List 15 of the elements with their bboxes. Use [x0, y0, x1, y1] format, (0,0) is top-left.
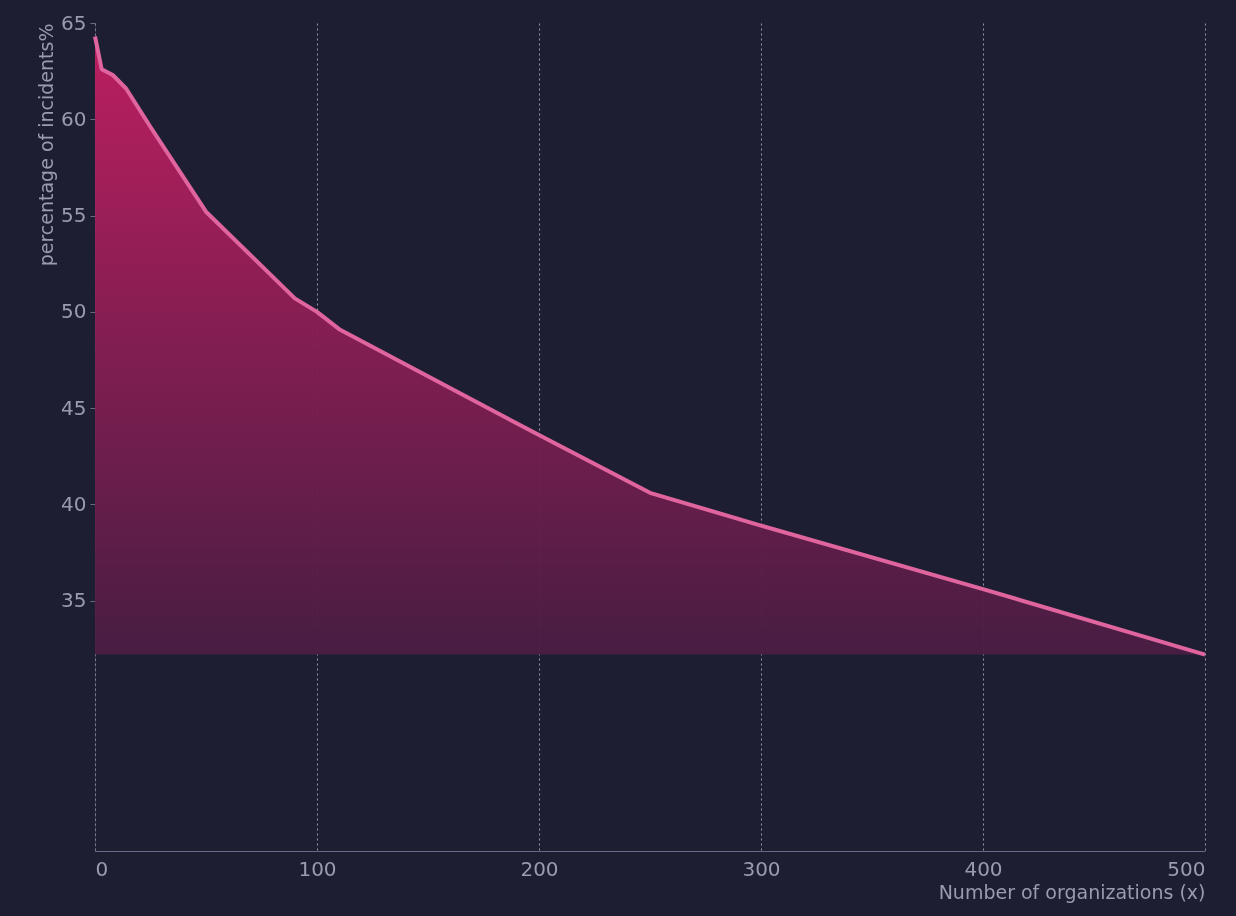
x-tick-label: 500	[1167, 856, 1206, 881]
y-tick-label: 60	[61, 106, 87, 131]
y-tick-label: 65	[61, 10, 87, 35]
y-axis-title: percentage of incidents%	[35, 23, 58, 267]
x-tick-label: 400	[964, 856, 1003, 881]
y-tick-label: 55	[61, 203, 87, 228]
x-tick-label: 200	[520, 856, 559, 881]
x-tick-label: 100	[298, 856, 337, 881]
y-tick-label: 40	[61, 491, 87, 516]
y-tick-label: 50	[61, 299, 87, 324]
x-tick-label: 300	[742, 856, 781, 881]
x-tick-label: 0	[95, 856, 109, 881]
y-tick-label: 35	[61, 588, 87, 613]
y-tick-label: 45	[61, 395, 87, 420]
x-axis-title: Number of organizations (x)	[938, 880, 1206, 903]
